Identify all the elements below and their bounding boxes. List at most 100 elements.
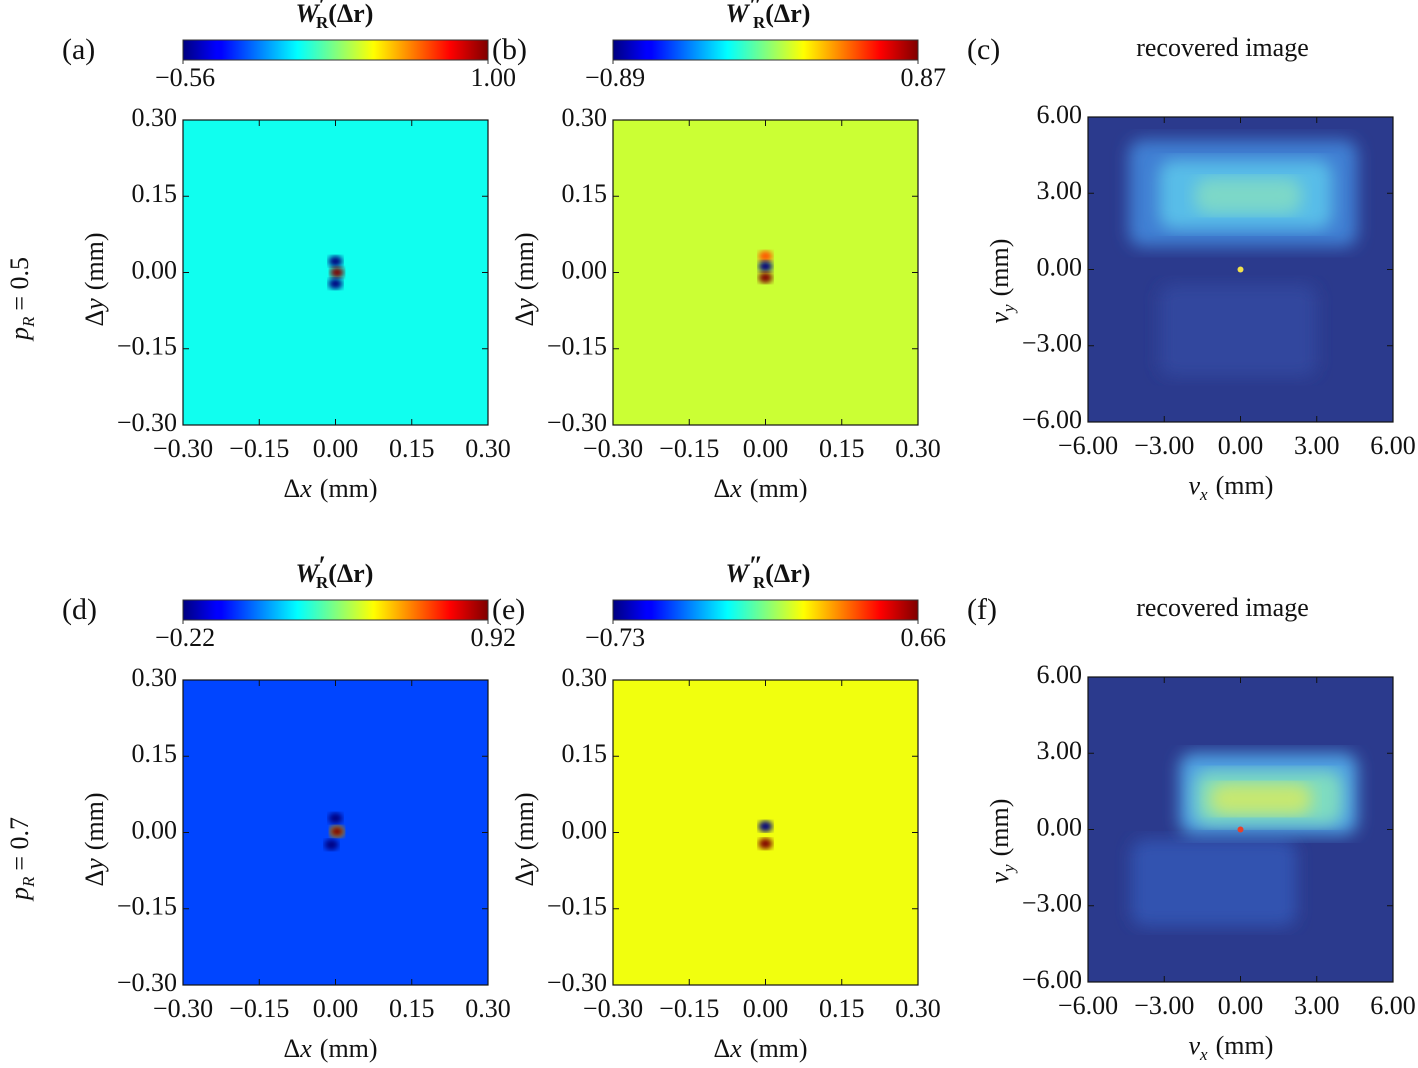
y-axis-title-variable: y bbox=[510, 858, 539, 873]
x-tick-label: −3.00 bbox=[1134, 431, 1194, 460]
colorbar-title-prime: ″ bbox=[749, 551, 763, 580]
panel-label: (e) bbox=[492, 593, 525, 626]
x-axis-title: vx (mm) bbox=[1189, 1031, 1274, 1064]
colorbar-title-subscript: R bbox=[753, 13, 766, 32]
heatmap-spot bbox=[758, 250, 773, 262]
x-tick-label: 0.30 bbox=[465, 994, 511, 1023]
y-tick-label: 6.00 bbox=[1037, 660, 1083, 689]
x-tick-label: 0.15 bbox=[819, 434, 865, 463]
colorbar-tick-label: −0.22 bbox=[155, 623, 215, 652]
colorbar-title-argument: (Δr) bbox=[765, 0, 810, 28]
colorbar-title-prime: ′ bbox=[319, 551, 326, 580]
y-axis-title-variable: y bbox=[80, 298, 109, 313]
y-tick-label: −0.30 bbox=[117, 968, 177, 997]
heatmap-spot bbox=[328, 812, 343, 824]
colorbar-tick-label: −0.56 bbox=[155, 63, 215, 92]
panel-label: (d) bbox=[62, 593, 97, 626]
x-tick-label: 3.00 bbox=[1294, 431, 1340, 460]
x-tick-label: −3.00 bbox=[1134, 991, 1194, 1020]
colorbar-title-subscript: R bbox=[316, 13, 329, 32]
heatmap-spot bbox=[758, 820, 773, 832]
plot-area bbox=[613, 680, 918, 985]
y-axis-title-variable: y bbox=[510, 298, 539, 313]
y-tick-label: −0.30 bbox=[547, 968, 607, 997]
y-tick-label: 0.00 bbox=[562, 815, 608, 844]
x-axis-title: vx (mm) bbox=[1189, 471, 1274, 504]
y-tick-label: −0.30 bbox=[547, 408, 607, 437]
colorbar-title-prime: ′ bbox=[319, 0, 326, 20]
row-label-variable: p bbox=[5, 327, 34, 342]
colorbar-title-prime: ″ bbox=[749, 0, 763, 20]
colorbar-tick-label: −0.73 bbox=[585, 623, 645, 652]
y-tick-label: −0.15 bbox=[547, 892, 607, 921]
y-tick-label: 3.00 bbox=[1037, 176, 1083, 205]
y-tick-label: −3.00 bbox=[1022, 329, 1082, 358]
x-axis-title: Δx (mm) bbox=[284, 474, 378, 503]
colorbar-title-argument: (Δr) bbox=[328, 0, 373, 28]
x-tick-label: 0.00 bbox=[743, 434, 789, 463]
y-tick-label: −0.30 bbox=[117, 408, 177, 437]
x-tick-label: 0.00 bbox=[1218, 991, 1264, 1020]
y-tick-label: 0.15 bbox=[132, 739, 178, 768]
y-tick-label: 0.00 bbox=[1037, 252, 1083, 281]
x-axis-title-variable: x bbox=[729, 1034, 742, 1063]
panel-label: (f) bbox=[967, 593, 997, 626]
y-axis-title: Δy (mm) bbox=[80, 232, 109, 326]
y-tick-label: −0.15 bbox=[547, 332, 607, 361]
x-tick-label: 0.15 bbox=[819, 994, 865, 1023]
x-tick-label: −6.00 bbox=[1058, 431, 1118, 460]
y-tick-label: 0.30 bbox=[132, 103, 178, 132]
y-tick-label: 0.00 bbox=[132, 815, 178, 844]
image-spot bbox=[1237, 266, 1244, 273]
x-axis-title-prefix: Δ bbox=[284, 474, 301, 503]
colorbar bbox=[612, 599, 919, 621]
y-tick-label: 0.30 bbox=[132, 663, 178, 692]
x-axis-title-subscript: x bbox=[1199, 1045, 1208, 1064]
x-tick-label: 0.15 bbox=[389, 994, 435, 1023]
x-tick-label: −6.00 bbox=[1058, 991, 1118, 1020]
y-tick-label: −0.15 bbox=[117, 892, 177, 921]
y-axis-title-unit: (mm) bbox=[80, 232, 109, 290]
y-tick-label: 3.00 bbox=[1037, 736, 1083, 765]
x-axis-title-unit: (mm) bbox=[750, 474, 808, 503]
x-tick-label: −0.15 bbox=[229, 434, 289, 463]
y-axis-title-unit: (mm) bbox=[985, 799, 1014, 857]
colorbar-tick-label: 0.87 bbox=[901, 63, 947, 92]
colorbar bbox=[612, 39, 919, 61]
x-axis-title-variable: v bbox=[1189, 1031, 1201, 1060]
x-tick-label: 0.00 bbox=[743, 994, 789, 1023]
x-tick-label: −0.30 bbox=[583, 434, 643, 463]
x-axis-title-variable: x bbox=[729, 474, 742, 503]
x-tick-label: 0.15 bbox=[389, 434, 435, 463]
y-axis-title-unit: (mm) bbox=[510, 232, 539, 290]
y-tick-label: −6.00 bbox=[1022, 965, 1082, 994]
x-axis-title: Δx (mm) bbox=[284, 1034, 378, 1063]
row-label-text: = 0.5 bbox=[5, 257, 34, 311]
y-tick-label: 6.00 bbox=[1037, 100, 1083, 129]
heatmap-spot bbox=[330, 825, 345, 837]
colorbar-title-symbol: W bbox=[726, 0, 751, 28]
panel-label: (a) bbox=[62, 33, 95, 66]
plot-area bbox=[1088, 117, 1393, 422]
image-region bbox=[1131, 839, 1297, 927]
plot-area bbox=[1088, 677, 1393, 982]
colorbar-tick-label: 0.66 bbox=[901, 623, 947, 652]
x-tick-label: −0.15 bbox=[659, 434, 719, 463]
row-label: pR = 0.7 bbox=[5, 817, 38, 902]
x-tick-label: −0.15 bbox=[659, 994, 719, 1023]
x-axis-title-unit: (mm) bbox=[1216, 471, 1274, 500]
y-axis-title-unit: (mm) bbox=[510, 792, 539, 850]
x-axis-title-variable: x bbox=[299, 1034, 312, 1063]
y-axis-title: vy (mm) bbox=[985, 799, 1018, 884]
panel-label: (b) bbox=[492, 33, 527, 66]
x-tick-label: 6.00 bbox=[1370, 991, 1416, 1020]
y-axis-title-prefix: Δ bbox=[80, 870, 109, 887]
panel-title: recovered image bbox=[1136, 593, 1309, 622]
colorbar-title: W′ R(Δr) bbox=[296, 0, 374, 32]
colorbar bbox=[182, 39, 489, 61]
heatmap-spot bbox=[328, 278, 343, 290]
heatmap-spot bbox=[324, 839, 339, 851]
y-axis-title-variable: y bbox=[80, 858, 109, 873]
x-tick-label: −0.30 bbox=[153, 994, 213, 1023]
